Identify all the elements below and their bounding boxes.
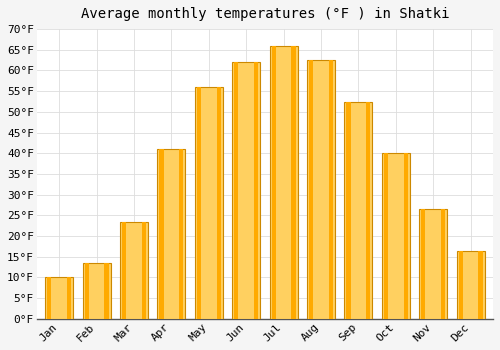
Title: Average monthly temperatures (°F ) in Shatki: Average monthly temperatures (°F ) in Sh… [80,7,449,21]
Bar [232,62,260,319]
Bar [67,278,71,319]
Bar [458,251,463,319]
Bar [329,60,333,319]
Bar [441,209,446,319]
Bar [382,153,410,319]
Bar [346,102,350,319]
Bar [419,209,447,319]
Bar [307,60,335,319]
Bar [421,209,426,319]
Bar [104,263,108,319]
Bar [122,222,126,319]
Bar [179,149,184,319]
Bar [82,263,110,319]
Bar [195,87,223,319]
Bar [272,46,276,319]
Bar [84,263,88,319]
Bar [216,87,221,319]
Bar [142,222,146,319]
Bar [456,251,484,319]
Bar [160,149,164,319]
Bar [292,46,296,319]
Bar [384,153,388,319]
Bar [234,62,238,319]
Bar [158,149,186,319]
Bar [270,46,297,319]
Bar [120,222,148,319]
Bar [404,153,408,319]
Bar [254,62,258,319]
Bar [344,102,372,319]
Bar [309,60,313,319]
Bar [366,102,370,319]
Bar [47,278,52,319]
Bar [196,87,201,319]
Bar [45,278,73,319]
Bar [478,251,482,319]
